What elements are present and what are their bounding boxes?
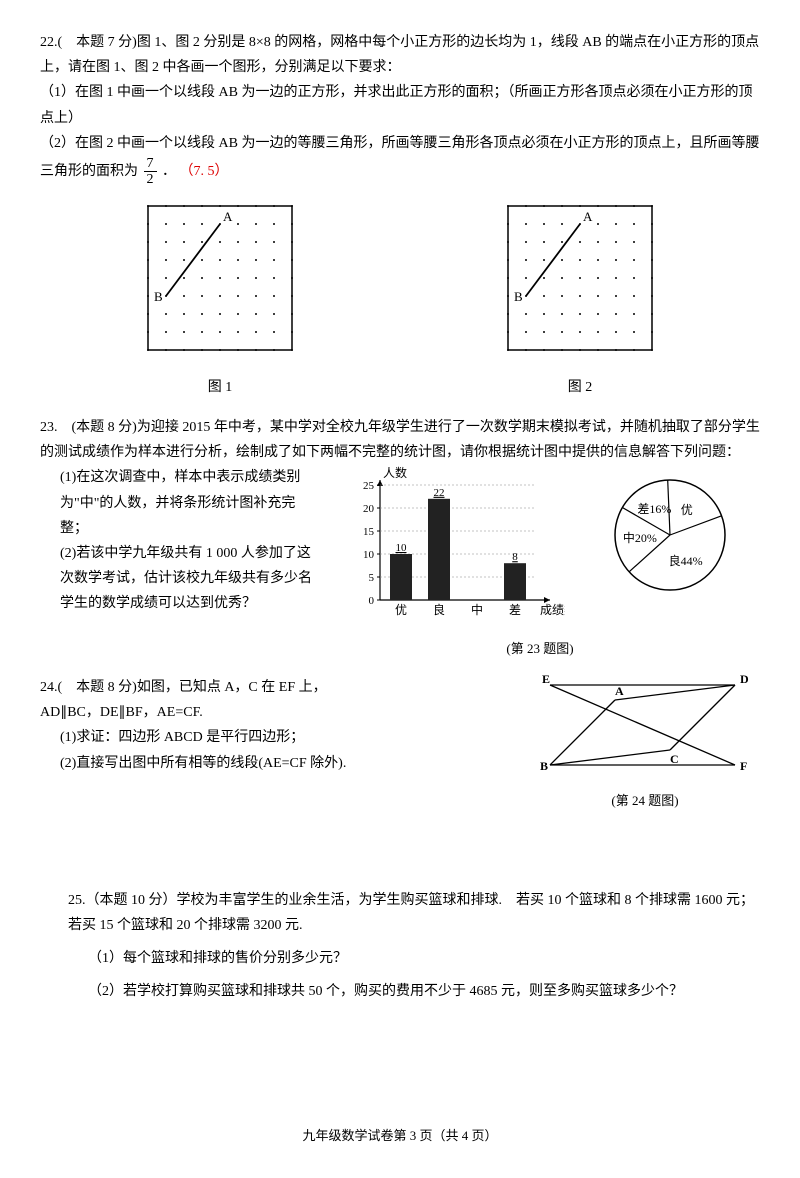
grid-1-label: 图 1	[140, 375, 300, 400]
svg-text:优: 优	[681, 503, 693, 517]
q24-row: 24.( 本题 8 分)如图，已知点 A，C 在 EF 上， AD∥BC，DE∥…	[40, 675, 760, 813]
frac-den: 2	[144, 172, 157, 187]
svg-text:10: 10	[363, 549, 375, 561]
svg-text:25: 25	[363, 480, 375, 492]
svg-text:良44%: 良44%	[669, 553, 703, 568]
problem-25: 25.（本题 10 分）学校为丰富学生的业余生活，为学生购买篮球和排球. 若买 …	[40, 888, 760, 1005]
grid-1-container: AB 图 1	[140, 198, 300, 400]
svg-text:差16%: 差16%	[637, 503, 671, 517]
svg-text:成绩类别: 成绩类别	[540, 603, 565, 617]
q23-text: (1)在这次调查中，样本中表示成绩类别为"中"的人数，并将条形统计图补充完整； …	[40, 465, 320, 616]
q24-caption: (第 24 题图)	[530, 789, 760, 812]
q22-part2: （2）在图 2 中画一个以线段 AB 为一边的等腰三角形，所画等腰三角形各顶点必…	[40, 131, 760, 188]
q23-part2: (2)若该中学九年级共有 1 000 人参加了这次数学考试，估计该校九年级共有多…	[40, 541, 320, 617]
svg-text:5: 5	[369, 572, 375, 584]
svg-text:A: A	[223, 209, 233, 224]
q23-header: 23. (本题 8 分)为迎接 2015 年中考，某中学对全校九年级学生进行了一…	[40, 415, 760, 465]
q23-caption: (第 23 题图)	[320, 637, 760, 660]
svg-text:E: E	[542, 675, 550, 686]
svg-text:15: 15	[363, 526, 375, 538]
bar-chart-container: 人数 0 5 10 15 20 25 10 优 22 良 中 8 差 成绩类别	[345, 465, 565, 634]
svg-text:人数: 人数	[383, 465, 407, 480]
q25-part2: （2）若学校打算购买篮球和排球共 50 个，购买的费用不少于 4685 元，则至…	[68, 979, 760, 1004]
svg-text:F: F	[740, 759, 747, 773]
svg-text:差: 差	[509, 603, 521, 617]
q25-header: 25.（本题 10 分）学校为丰富学生的业余生活，为学生购买篮球和排球. 若买 …	[68, 888, 760, 938]
svg-text:22: 22	[434, 487, 445, 499]
page-footer: 九年级数学试卷第 3 页（共 4 页）	[40, 1124, 760, 1147]
q23-row: (1)在这次调查中，样本中表示成绩类别为"中"的人数，并将条形统计图补充完整； …	[40, 465, 760, 634]
q22-header: 22.( 本题 7 分)图 1、图 2 分别是 8×8 的网格，网格中每个小正方…	[40, 30, 760, 80]
svg-text:A: A	[615, 684, 624, 698]
q24-figure: E A D B C F	[540, 675, 750, 780]
frac-num: 7	[144, 156, 157, 172]
pie-chart: 差16% 优良44% 中20%	[595, 465, 745, 605]
problem-22: 22.( 本题 7 分)图 1、图 2 分别是 8×8 的网格，网格中每个小正方…	[40, 30, 760, 400]
problem-23: 23. (本题 8 分)为迎接 2015 年中考，某中学对全校九年级学生进行了一…	[40, 415, 760, 660]
grids-row: AB 图 1 AB 图 2	[40, 198, 760, 400]
svg-text:中: 中	[471, 602, 483, 617]
fraction-7-2: 7 2	[144, 156, 157, 188]
pie-chart-container: 差16% 优良44% 中20%	[595, 465, 745, 614]
grid-2: AB	[500, 198, 660, 358]
bar-chart: 人数 0 5 10 15 20 25 10 优 22 良 中 8 差 成绩类别	[345, 465, 565, 625]
svg-text:良: 良	[433, 602, 445, 617]
q24-figure-container: E A D B C F (第 24 题图)	[530, 675, 760, 813]
svg-text:中20%: 中20%	[623, 531, 657, 546]
svg-text:20: 20	[363, 503, 375, 515]
q23-part1: (1)在这次调查中，样本中表示成绩类别为"中"的人数，并将条形统计图补充完整；	[40, 465, 320, 541]
svg-text:C: C	[670, 752, 679, 766]
svg-text:B: B	[514, 289, 523, 304]
grid-2-container: AB 图 2	[500, 198, 660, 400]
q24-line2: AD∥BC，DE∥BF，AE=CF.	[40, 700, 530, 725]
svg-text:B: B	[154, 289, 163, 304]
svg-text:0: 0	[369, 595, 375, 607]
q22-part1: （1）在图 1 中画一个以线段 AB 为一边的正方形，并求出此正方形的面积；（所…	[40, 80, 760, 130]
q22-answer: （7. 5）	[180, 164, 229, 179]
svg-text:B: B	[540, 759, 548, 773]
q24-part2: (2)直接写出图中所有相等的线段(AE=CF 除外).	[40, 751, 530, 776]
svg-text:A: A	[583, 209, 593, 224]
q25-part1: （1）每个篮球和排球的售价分别多少元？	[68, 946, 760, 971]
svg-text:优: 优	[395, 603, 407, 617]
svg-text:D: D	[740, 675, 749, 686]
q24-part1: (1)求证：四边形 ABCD 是平行四边形；	[40, 725, 530, 750]
q24-text: 24.( 本题 8 分)如图，已知点 A，C 在 EF 上， AD∥BC，DE∥…	[40, 675, 530, 776]
svg-text:10: 10	[396, 542, 408, 554]
q23-charts: 人数051015202510优22良中8差成绩类别 差16%优良44%中20%	[330, 465, 760, 634]
svg-text:8: 8	[512, 552, 518, 564]
q22-p2-b: ．	[162, 164, 176, 179]
q24-header: 24.( 本题 8 分)如图，已知点 A，C 在 EF 上，	[40, 675, 530, 700]
grid-2-label: 图 2	[500, 375, 660, 400]
grid-1: AB	[140, 198, 300, 358]
problem-24: 24.( 本题 8 分)如图，已知点 A，C 在 EF 上， AD∥BC，DE∥…	[40, 675, 760, 813]
